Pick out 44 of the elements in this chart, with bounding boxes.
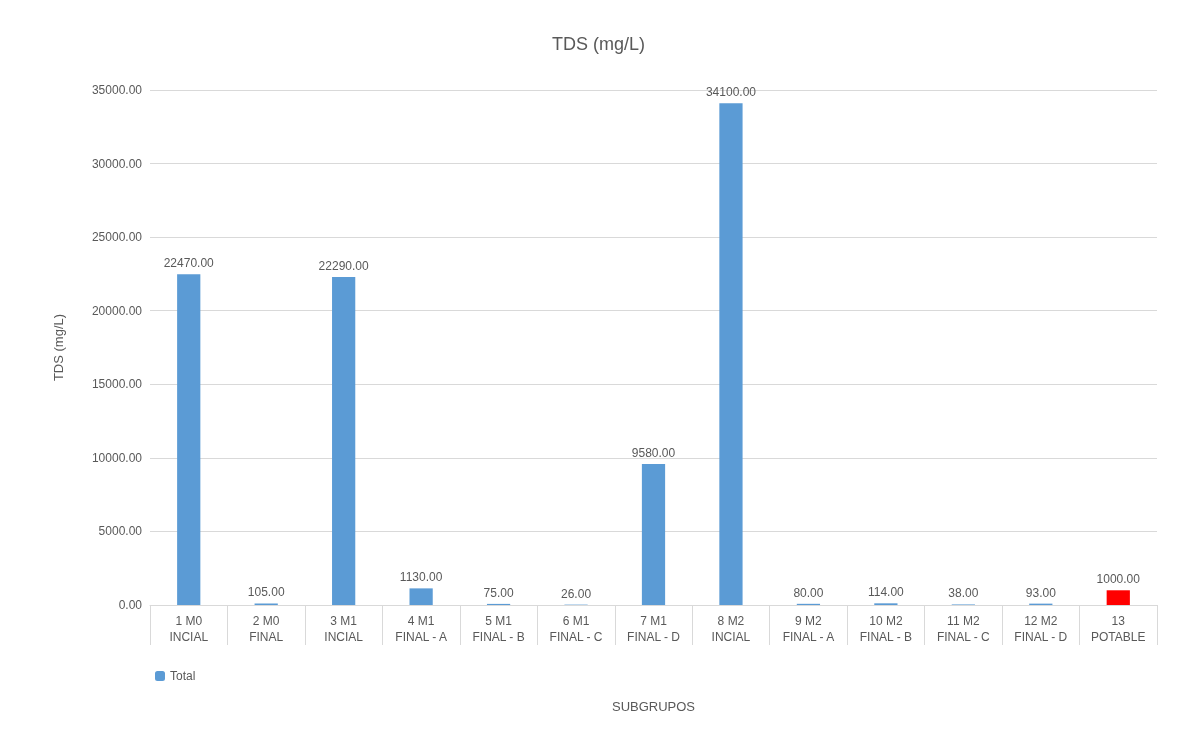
x-tick-label: 12 M2 FINAL - D xyxy=(1014,614,1068,644)
data-label: 105.00 xyxy=(247,585,285,600)
bar xyxy=(332,277,356,605)
y-axis-title: TDS (mg/L) xyxy=(51,313,66,382)
data-label: 75.00 xyxy=(483,585,514,600)
x-tick-label: 5 M1 FINAL - B xyxy=(472,614,525,644)
data-label: 22470.00 xyxy=(163,256,215,271)
x-tick-label: 4 M1 FINAL - A xyxy=(395,614,447,644)
x-tick-label: 9 M2 FINAL - A xyxy=(782,614,835,644)
data-label: 26.00 xyxy=(561,586,592,601)
x-tick-label: 1 M0 INCIAL xyxy=(169,614,209,644)
data-label: 1130.00 xyxy=(399,570,443,585)
chart-title: TDS (mg/L) xyxy=(551,34,646,54)
x-tick-label: 10 M2 FINAL - B xyxy=(859,614,912,644)
y-tick-label: 15000.00 xyxy=(91,377,143,392)
y-tick-label: 10000.00 xyxy=(91,450,143,465)
x-axis-title: SUBGRUPOS xyxy=(611,699,696,714)
y-tick-label: 30000.00 xyxy=(91,156,143,171)
bar xyxy=(641,464,666,605)
x-tick-label: 8 M2 INCIAL xyxy=(711,614,751,644)
data-label: 34100.00 xyxy=(705,85,757,100)
bar xyxy=(177,274,201,605)
x-tick-label: 13 POTABLE xyxy=(1091,614,1146,644)
data-label: 9580.00 xyxy=(631,446,676,461)
x-tick-label: 6 M1 FINAL - C xyxy=(549,614,603,644)
x-tick-label: 11 M2 FINAL - C xyxy=(936,614,991,644)
bar xyxy=(1106,590,1130,605)
legend-label: Total xyxy=(170,669,196,683)
x-tick-label: 3 M1 INCIAL xyxy=(324,614,364,644)
y-tick-label: 25000.00 xyxy=(91,230,143,245)
y-tick-label: 0.00 xyxy=(118,598,143,612)
data-label: 114.00 xyxy=(867,585,905,600)
x-tick-label: 2 M0 FINAL xyxy=(249,614,284,644)
data-label: 38.00 xyxy=(948,586,979,601)
bar xyxy=(719,103,743,605)
x-tick-label: 7 M1 FINAL - D xyxy=(627,614,681,644)
data-label: 22290.00 xyxy=(318,259,369,274)
y-tick-label: 35000.00 xyxy=(91,83,143,97)
bar xyxy=(409,588,433,605)
y-tick-label: 5000.00 xyxy=(98,524,143,539)
y-tick-label: 20000.00 xyxy=(91,303,143,318)
data-label: 80.00 xyxy=(793,585,824,600)
data-label: 93.00 xyxy=(1025,585,1057,600)
data-label: 1000.00 xyxy=(1096,572,1141,587)
